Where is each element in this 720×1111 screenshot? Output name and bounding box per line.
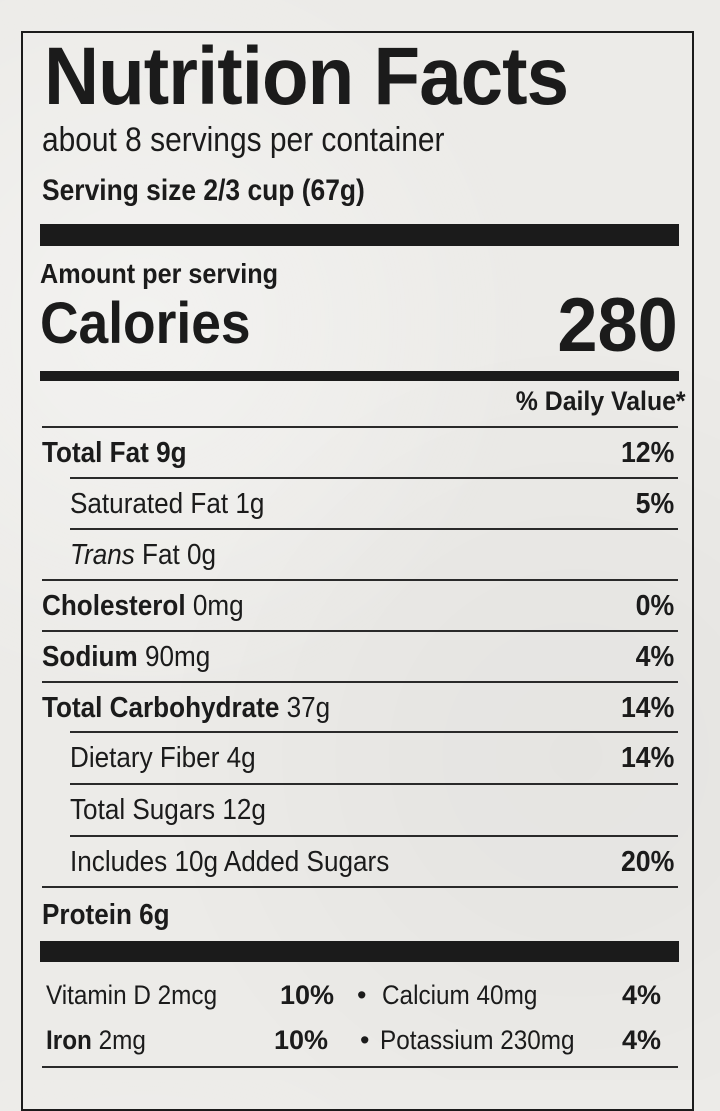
nutrient-dv: 0% xyxy=(635,589,675,622)
bullet-separator: • xyxy=(360,1025,370,1055)
nutrient-name: Saturated Fat xyxy=(70,487,229,520)
nutrient-amount: 0mg xyxy=(192,589,244,622)
nutrient-name: Total Carbohydrate xyxy=(42,691,280,724)
nutrient-name: Total Sugars xyxy=(70,793,216,826)
amount-per-serving: Amount per serving xyxy=(40,258,279,289)
nutrient-dv: 12% xyxy=(620,436,675,469)
nutrient-row-total-fat: Total Fat 9g 12% xyxy=(42,428,678,478)
nutrient-row-cholesterol: Cholesterol 0mg 0% xyxy=(42,581,678,631)
calories-value: 280 xyxy=(557,283,678,368)
nutrient-name: Dietary Fiber xyxy=(70,741,220,774)
nutrient-amount: 0g xyxy=(187,538,217,571)
nutrient-name: Fat xyxy=(142,538,180,571)
nutrient-amount: 1g xyxy=(235,487,265,520)
thick-divider xyxy=(40,941,679,962)
micronutrient-calcium: Calcium 40mg xyxy=(382,975,537,1015)
micronutrient-dv: 10% xyxy=(280,980,335,1010)
nutrient-row-total-carbohydrate: Total Carbohydrate 37g 14% xyxy=(42,683,678,733)
nutrient-name: Sodium xyxy=(42,640,138,673)
nutrient-amount: 4g xyxy=(226,741,256,774)
servings-per-container: about 8 servings per container xyxy=(42,121,445,159)
row-divider xyxy=(70,528,678,530)
micronutrient-name: Vitamin D xyxy=(46,980,151,1010)
label-title: Nutrition Facts xyxy=(44,31,569,122)
micronutrient-amount: 2mcg xyxy=(157,980,218,1010)
serving-size-value: 2/3 cup (67g) xyxy=(203,174,365,207)
nutrient-row-total-sugars: Total Sugars 12g xyxy=(70,785,678,835)
micronutrient-amount: 40mg xyxy=(476,980,538,1010)
nutrient-name: Total Fat xyxy=(42,436,149,469)
nutrient-name-italic: Trans xyxy=(70,538,135,571)
row-divider xyxy=(70,835,678,837)
row-divider xyxy=(70,731,678,733)
nutrient-dv: 14% xyxy=(620,741,675,774)
micronutrient-potassium: Potassium 230mg xyxy=(380,1020,575,1060)
serving-size-label: Serving size xyxy=(42,174,197,207)
nutrient-amount: 90mg xyxy=(144,640,211,673)
micronutrient-iron: Iron 2mg xyxy=(46,1020,146,1060)
row-divider xyxy=(42,886,678,888)
micronutrient-dv: 4% xyxy=(622,1025,662,1055)
row-divider xyxy=(42,426,678,428)
medium-divider xyxy=(40,371,679,381)
micronutrient-name: Iron xyxy=(46,1025,92,1055)
nutrient-amount: 37g xyxy=(286,691,331,724)
nutrient-name: Cholesterol xyxy=(42,589,186,622)
thick-divider xyxy=(40,224,679,246)
nutrient-amount: 12g xyxy=(222,793,266,826)
micronutrient-amount: 230mg xyxy=(500,1025,575,1055)
nutrient-name: Protein xyxy=(42,898,132,931)
row-divider xyxy=(70,477,678,479)
row-divider xyxy=(42,681,678,683)
micronutrient-name: Calcium xyxy=(382,980,470,1010)
nutrient-row-protein: Protein 6g xyxy=(42,890,678,940)
nutrient-row-trans-fat: Trans Fat 0g xyxy=(70,530,678,580)
micronutrient-row: Iron 2mg 10% • Potassium 230mg 4% xyxy=(44,1020,676,1060)
row-divider xyxy=(42,579,678,581)
micronutrient-name: Potassium xyxy=(380,1025,494,1055)
row-divider xyxy=(70,783,678,785)
calories-label: Calories xyxy=(40,291,251,356)
micronutrient-vitamin-d: Vitamin D 2mcg xyxy=(46,975,217,1015)
row-divider xyxy=(42,1066,678,1068)
nutrient-dv: 5% xyxy=(635,487,675,520)
row-divider xyxy=(42,630,678,632)
nutrient-amount: 6g xyxy=(139,898,170,931)
nutrient-dv: 20% xyxy=(620,845,675,878)
micronutrient-dv: 4% xyxy=(622,980,662,1010)
nutrient-amount: 9g xyxy=(156,436,187,469)
micronutrient-amount: 2mg xyxy=(98,1025,146,1055)
nutrient-dv: 4% xyxy=(635,640,675,673)
daily-value-header: % Daily Value* xyxy=(516,386,686,416)
nutrient-name: Includes 10g Added Sugars xyxy=(70,845,390,878)
micronutrient-row: Vitamin D 2mcg 10% • Calcium 40mg 4% xyxy=(44,975,676,1015)
nutrient-row-sodium: Sodium 90mg 4% xyxy=(42,632,678,682)
serving-size: Serving size 2/3 cup (67g) xyxy=(42,174,365,207)
nutrient-row-dietary-fiber: Dietary Fiber 4g 14% xyxy=(70,733,678,783)
micronutrient-dv: 10% xyxy=(274,1025,329,1055)
nutrient-row-saturated-fat: Saturated Fat 1g 5% xyxy=(70,479,678,529)
bullet-separator: • xyxy=(357,980,367,1010)
nutrient-dv: 14% xyxy=(620,691,675,724)
nutrient-row-added-sugars: Includes 10g Added Sugars 20% xyxy=(70,837,678,887)
